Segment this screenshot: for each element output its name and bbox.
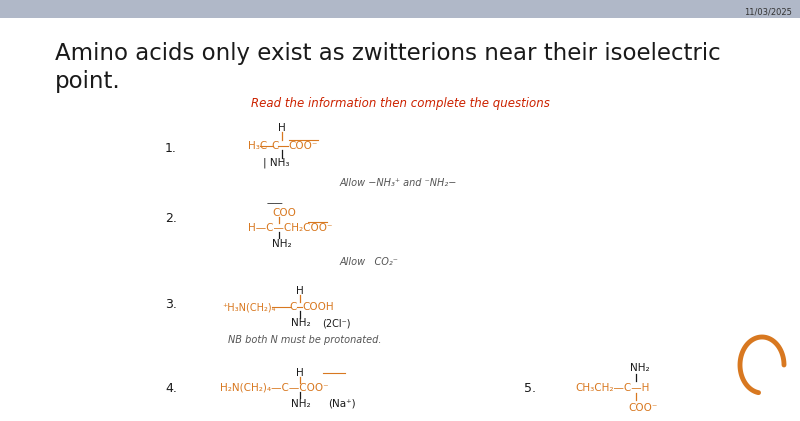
Text: C: C	[290, 302, 297, 312]
Text: 5.: 5.	[524, 381, 536, 394]
Text: 3.: 3.	[165, 298, 177, 312]
Text: point.: point.	[55, 70, 121, 93]
Text: H: H	[296, 286, 304, 296]
Text: H: H	[296, 368, 304, 378]
Text: 2.: 2.	[165, 211, 177, 224]
Text: COOH: COOH	[302, 302, 334, 312]
Text: ——: ——	[266, 200, 283, 208]
Text: NH₂: NH₂	[630, 363, 650, 373]
Text: NH₂: NH₂	[272, 239, 292, 249]
Text: 1.: 1.	[165, 141, 177, 155]
Text: H: H	[278, 123, 286, 133]
Text: ⁺H₃N(CH₂)₄: ⁺H₃N(CH₂)₄	[222, 302, 275, 312]
Text: COO⁻: COO⁻	[288, 141, 318, 151]
Text: 4.: 4.	[165, 381, 177, 394]
Text: (2Cl⁻): (2Cl⁻)	[322, 318, 350, 328]
Text: C: C	[271, 141, 278, 151]
Text: Allow   CO₂⁻: Allow CO₂⁻	[340, 257, 399, 267]
Text: NH₂: NH₂	[291, 399, 310, 409]
Text: H—C—CH₂COO⁻: H—C—CH₂COO⁻	[248, 223, 333, 233]
Text: COO⁻: COO⁻	[628, 403, 658, 413]
Text: H₂N(CH₂)₄—C—COO⁻: H₂N(CH₂)₄—C—COO⁻	[220, 383, 329, 393]
Bar	[0, 0, 800, 18]
Text: H₃C: H₃C	[248, 141, 267, 151]
Text: | NH₃: | NH₃	[263, 158, 290, 168]
Text: COO: COO	[272, 208, 296, 218]
Text: NB both N must be protonated.: NB both N must be protonated.	[228, 335, 382, 345]
Text: CH₃CH₂—C—H: CH₃CH₂—C—H	[575, 383, 650, 393]
Text: Read the information then complete the questions: Read the information then complete the q…	[250, 96, 550, 109]
Text: Allow −NH₃⁺ and ⁻NH₂−: Allow −NH₃⁺ and ⁻NH₂−	[340, 178, 458, 188]
Text: Amino acids only exist as zwitterions near their isoelectric: Amino acids only exist as zwitterions ne…	[55, 42, 721, 65]
Text: (Na⁺): (Na⁺)	[328, 399, 356, 409]
Text: 11/03/2025: 11/03/2025	[744, 8, 792, 16]
Text: NH₂: NH₂	[291, 318, 310, 328]
